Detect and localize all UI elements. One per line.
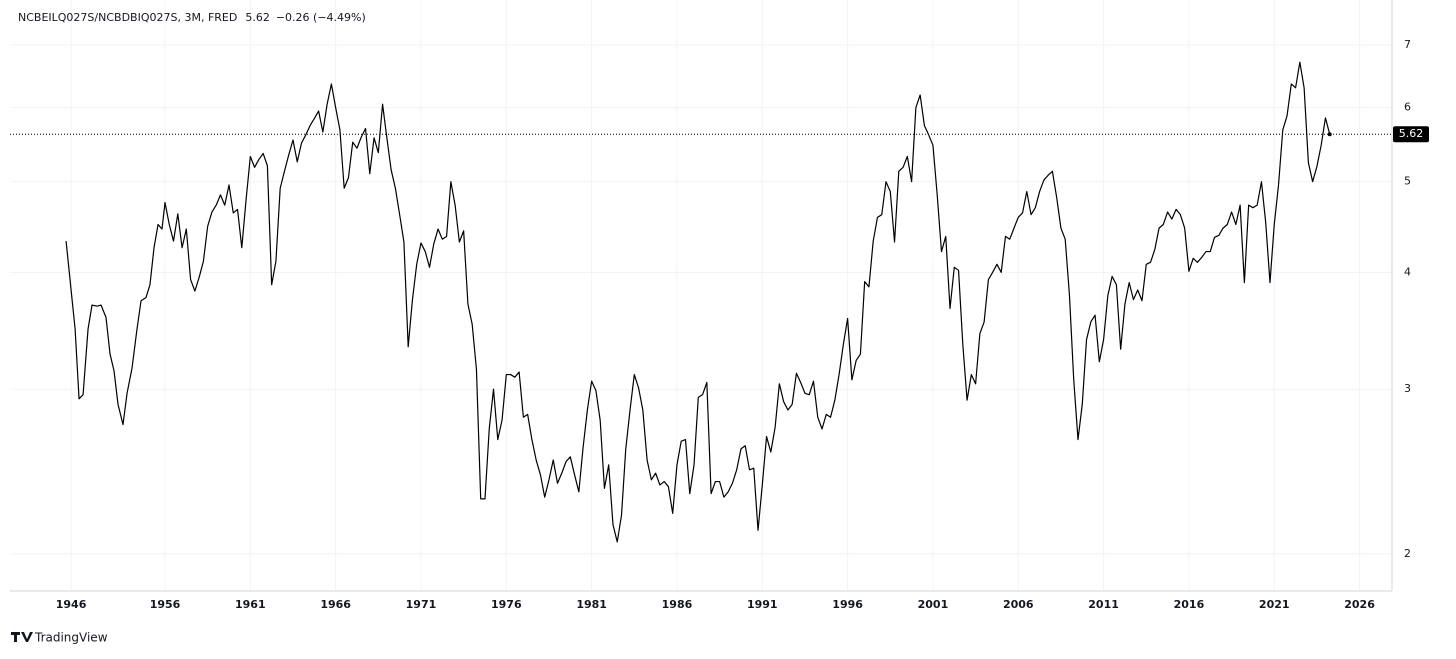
last-value-label: 5.62 xyxy=(1399,127,1424,140)
line-series xyxy=(65,61,1331,543)
x-tick-label: 1961 xyxy=(235,598,266,611)
x-tick-label: 1956 xyxy=(150,598,181,611)
brand-logo xyxy=(11,632,33,642)
last-point xyxy=(1327,132,1332,137)
y-tick-label: 3 xyxy=(1404,382,1411,395)
chart-title: NCBEILQ027S/NCBDBIQ027S, 3M, FRED xyxy=(18,11,237,24)
y-tick-label: 5 xyxy=(1404,175,1411,188)
header-last: 5.62 xyxy=(245,11,270,24)
x-tick-label: 1971 xyxy=(406,598,437,611)
x-tick-label: 2016 xyxy=(1174,598,1205,611)
ticks: 2 3 4 5 6 7 1946 1956 1961 1966 1971 1976 1981 1986 19… xyxy=(56,38,1429,611)
x-tick-label: 1986 xyxy=(662,598,693,611)
y-tick-label: 6 xyxy=(1404,101,1411,114)
x-tick-label: 1996 xyxy=(832,598,863,611)
x-tick-label: 1981 xyxy=(576,598,607,611)
y-tick-label: 2 xyxy=(1404,547,1411,560)
last-value-box xyxy=(1393,126,1429,143)
x-tick-label: 1991 xyxy=(747,598,778,611)
plot xyxy=(10,61,1392,543)
header-change: −0.26 (−4.49%) xyxy=(276,11,366,24)
x-tick-label: 1966 xyxy=(320,598,351,611)
x-tick-label: 2026 xyxy=(1344,598,1375,611)
x-tick-label: 2006 xyxy=(1003,598,1034,611)
x-tick-label: 2011 xyxy=(1088,598,1119,611)
grid xyxy=(10,0,1392,590)
brand-name: TradingView xyxy=(34,631,108,645)
y-tick-label: 4 xyxy=(1404,265,1411,278)
x-tick-label: 1946 xyxy=(56,598,87,611)
x-tick-label: 1976 xyxy=(491,598,522,611)
x-tick-label: 2001 xyxy=(918,598,949,611)
y-tick-label: 7 xyxy=(1404,38,1411,51)
x-tick-label: 2021 xyxy=(1259,598,1290,611)
